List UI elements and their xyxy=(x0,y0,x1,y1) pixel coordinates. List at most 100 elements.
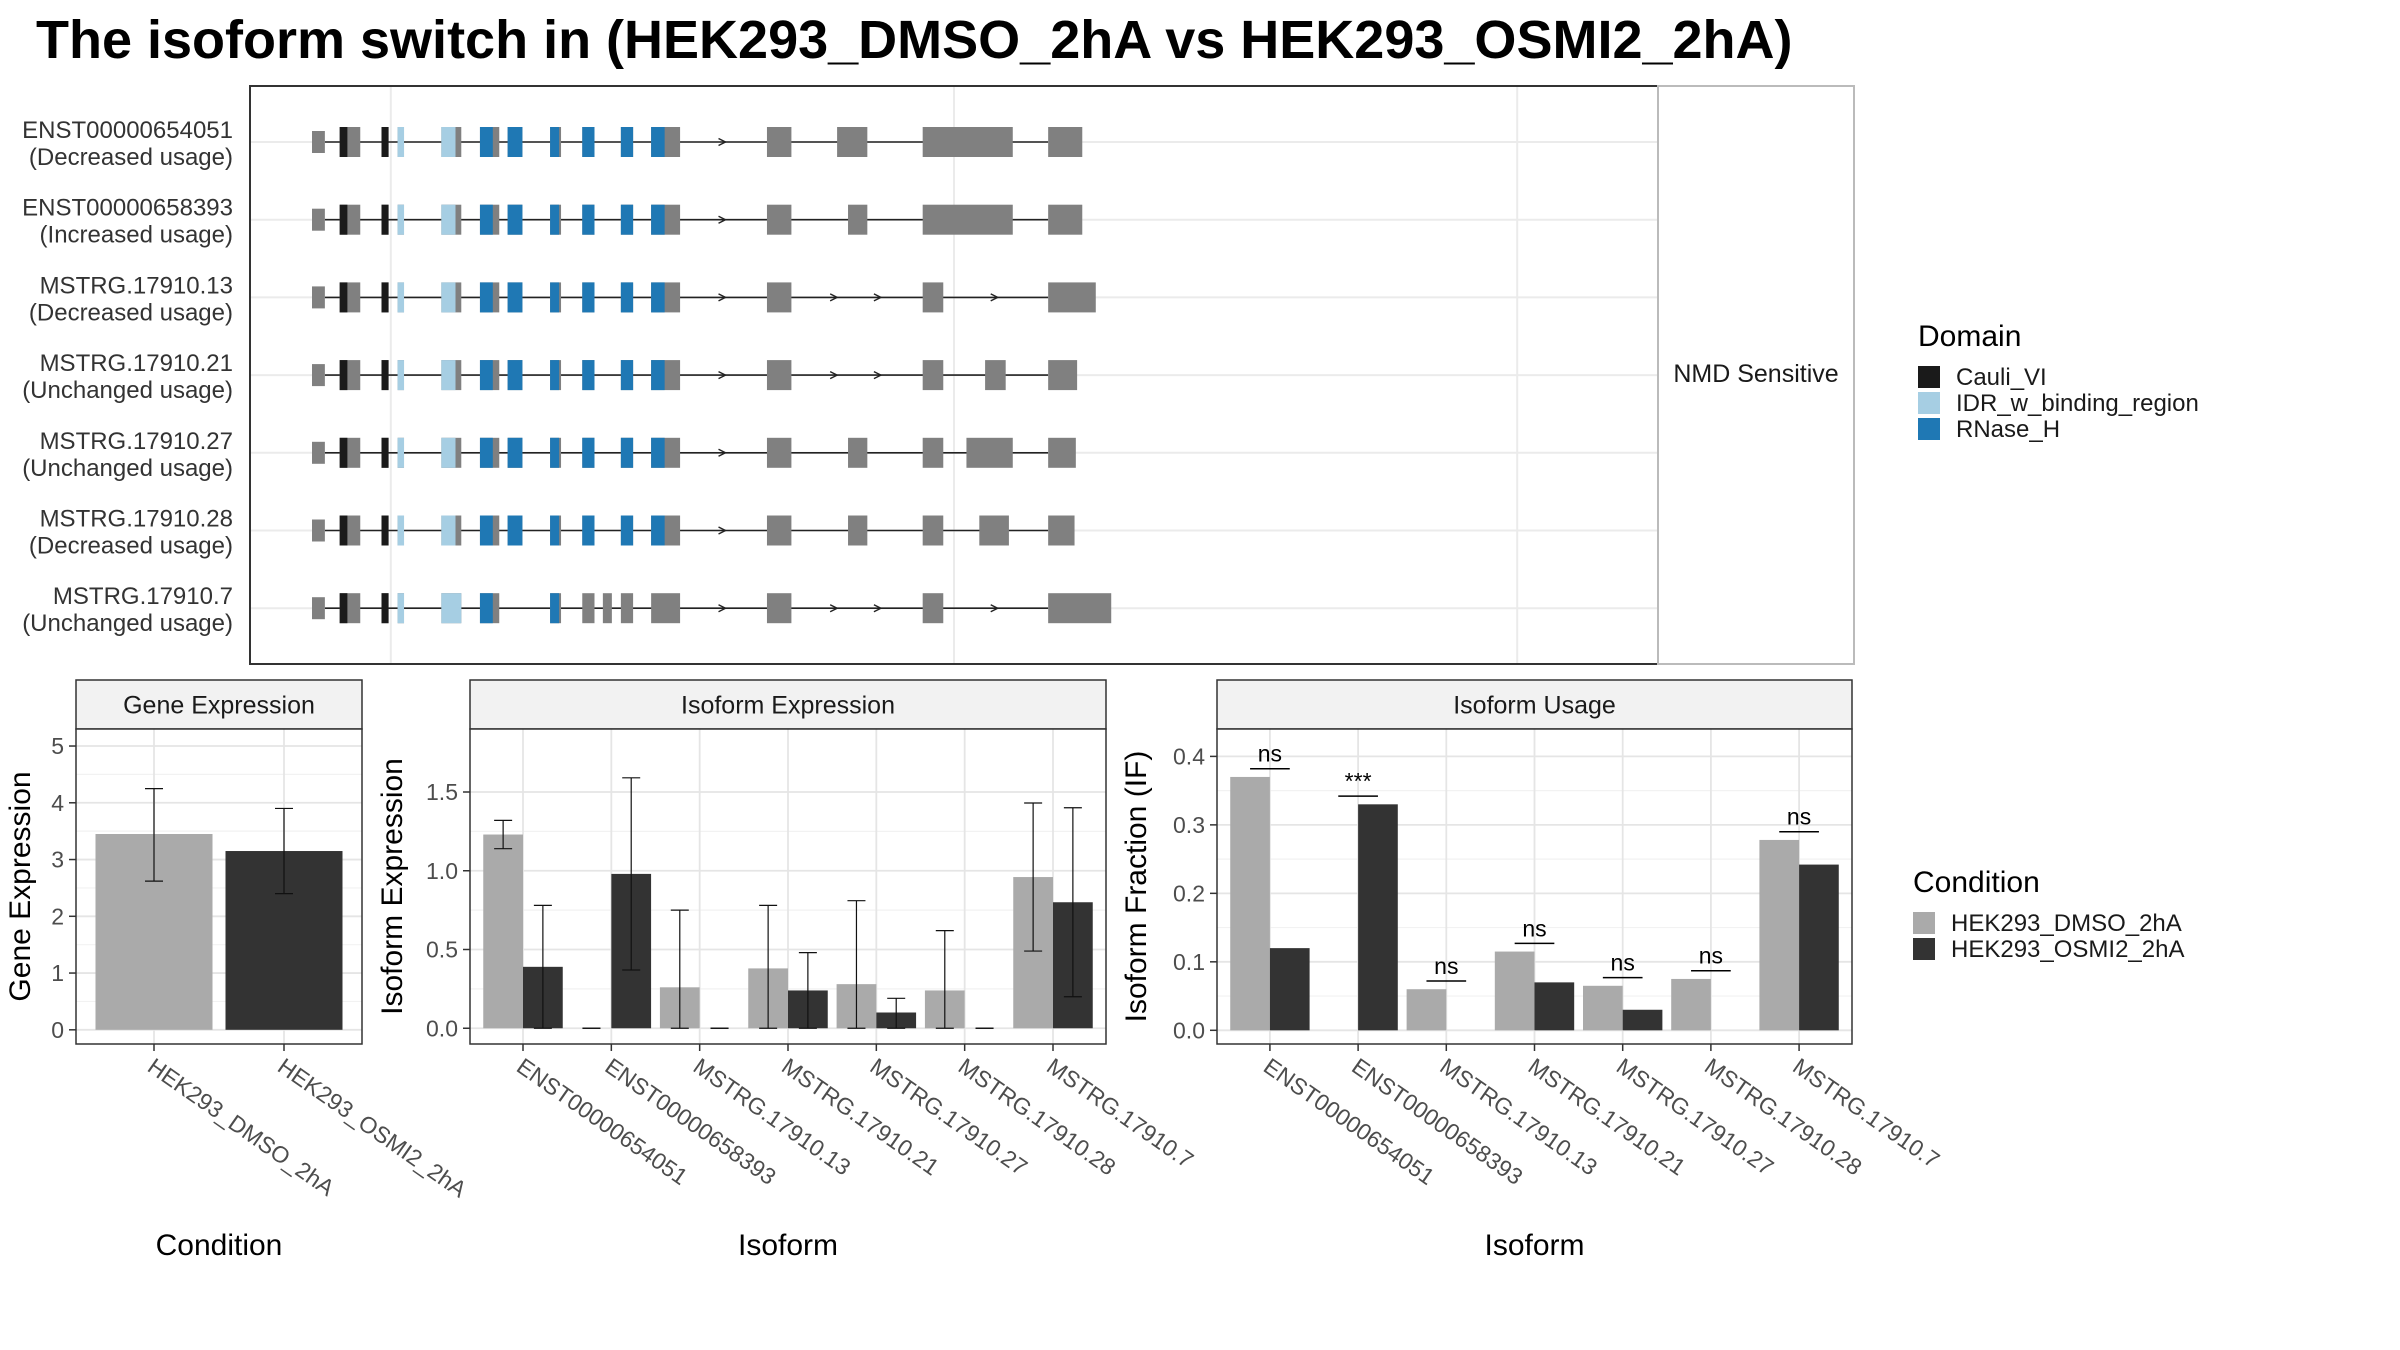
exon xyxy=(922,282,944,313)
y-tick-label: 0 xyxy=(51,1017,64,1043)
transcript-id-label: MSTRG.17910.7 xyxy=(53,583,233,610)
y-tick-label: 0.4 xyxy=(1173,743,1205,769)
exon xyxy=(922,127,1013,157)
intron-arrow xyxy=(990,293,1000,302)
domain-segment xyxy=(339,282,348,313)
x-tick-label: MSTRG.17910.13 xyxy=(689,1053,856,1181)
exon xyxy=(766,282,792,313)
exon xyxy=(922,437,944,468)
domain-segment xyxy=(381,360,389,391)
domain-legend-key xyxy=(1918,366,1940,388)
domain-segment xyxy=(550,360,560,391)
domain-segment xyxy=(582,360,595,391)
intron-arrow xyxy=(718,215,728,224)
domain-segment xyxy=(651,360,665,391)
exon xyxy=(985,360,1006,391)
exon xyxy=(312,208,325,231)
domain-segment xyxy=(339,515,348,546)
isoform-expression-panel: Isoform Expression0.00.51.01.5ENST000006… xyxy=(376,679,1198,1262)
exon xyxy=(312,441,325,464)
domain-segment xyxy=(479,127,493,157)
condition-legend-key xyxy=(1913,938,1935,960)
exon xyxy=(312,364,325,387)
domain-segment xyxy=(397,437,405,468)
domain-segment xyxy=(381,204,389,235)
domain-segment xyxy=(651,127,665,157)
exon xyxy=(979,515,1009,546)
exon xyxy=(766,593,792,624)
domain-segment xyxy=(381,593,389,624)
y-tick-label: 0.5 xyxy=(426,937,458,963)
domain-segment xyxy=(397,204,405,235)
exon xyxy=(766,204,792,235)
intron-arrow xyxy=(990,604,1000,613)
domain-segment xyxy=(339,437,348,468)
domain-segment xyxy=(441,360,456,391)
x-tick-label: MSTRG.17910.27 xyxy=(865,1053,1032,1181)
domain-legend: Domain Cauli_VIIDR_w_binding_regionRNase_… xyxy=(1918,320,2199,443)
y-tick-label: 0.0 xyxy=(426,1015,458,1041)
exon xyxy=(1048,437,1076,468)
significance-label: ns xyxy=(1611,950,1635,976)
y-tick-label: 5 xyxy=(51,733,64,759)
bar xyxy=(1534,982,1575,1031)
significance-label: ns xyxy=(1787,804,1811,830)
domain-segment xyxy=(507,282,523,313)
bar xyxy=(1358,804,1398,1031)
x-axis-title: Isoform xyxy=(1484,1229,1584,1262)
intron-arrow xyxy=(718,448,728,457)
significance-label: ns xyxy=(1522,915,1546,941)
domain-segment xyxy=(381,282,389,313)
domain-segment xyxy=(479,360,493,391)
transcript-id-label: MSTRG.17910.27 xyxy=(40,428,233,455)
domain-segment xyxy=(620,127,634,157)
bar xyxy=(1230,776,1270,1031)
significance-label: ns xyxy=(1434,953,1458,979)
x-tick-label: MSTRG.17910.21 xyxy=(1524,1053,1691,1181)
domain-segment xyxy=(620,515,634,546)
transcript-row xyxy=(312,127,1083,157)
transcript-row xyxy=(312,282,1096,313)
transcript-row xyxy=(312,515,1075,546)
domain-segment xyxy=(441,437,456,468)
domain-segment xyxy=(550,127,560,157)
x-tick-label: MSTRG.17910.27 xyxy=(1612,1053,1779,1181)
domain-segment xyxy=(381,515,389,546)
domain-segment xyxy=(441,515,456,546)
y-axis-title: Isoform Expression xyxy=(376,758,409,1015)
domain-segment xyxy=(507,360,523,391)
domain-legend-title: Domain xyxy=(1918,320,2021,353)
intron-arrow xyxy=(718,137,728,147)
domain-segment xyxy=(620,360,634,391)
exon xyxy=(620,593,634,624)
domain-segment xyxy=(550,204,560,235)
exon xyxy=(966,437,1013,468)
domain-segment xyxy=(441,282,456,313)
domain-legend-key xyxy=(1918,418,1940,440)
significance-label: ns xyxy=(1258,741,1282,767)
domain-segment xyxy=(339,360,348,391)
y-tick-label: 0.0 xyxy=(1173,1017,1205,1043)
transcript-row xyxy=(312,204,1083,235)
intron-arrow xyxy=(718,293,728,302)
y-tick-label: 4 xyxy=(51,790,64,816)
transcript-id-label: MSTRG.17910.13 xyxy=(40,272,233,299)
exon xyxy=(848,437,868,468)
exon xyxy=(922,204,1013,235)
domain-segment xyxy=(507,204,523,235)
exon xyxy=(766,360,792,391)
exon xyxy=(922,593,944,624)
y-tick-label: 0.1 xyxy=(1173,949,1205,975)
exon xyxy=(848,515,868,546)
exon xyxy=(766,515,792,546)
y-tick-label: 0.2 xyxy=(1173,880,1205,906)
domain-segment xyxy=(397,360,405,391)
domain-segment xyxy=(550,437,560,468)
domain-segment xyxy=(441,204,456,235)
y-tick-label: 1.0 xyxy=(426,858,458,884)
transcript-row xyxy=(312,593,1112,624)
transcript-id-label: MSTRG.17910.28 xyxy=(40,506,233,533)
transcript-usage-label: (Unchanged usage) xyxy=(22,455,233,482)
